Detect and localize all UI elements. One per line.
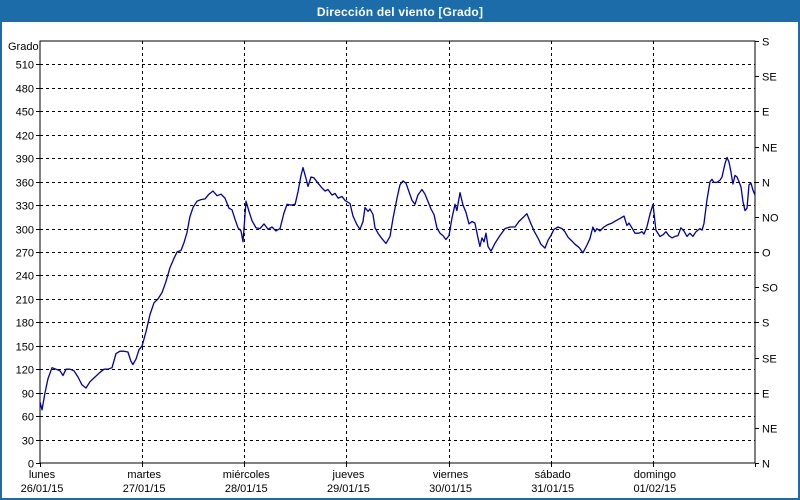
y-left-tick-label: 210 (16, 295, 34, 307)
y-axis-unit-label: Grado (8, 41, 39, 53)
y-left-tick-label: 90 (22, 389, 34, 401)
day-label: martes (127, 469, 161, 481)
compass-label: O (762, 248, 771, 260)
wind-direction-chart: 5104804504203903603303002702402101801501… (8, 37, 779, 496)
date-label: 26/01/15 (21, 483, 64, 495)
date-label: 28/01/15 (225, 483, 268, 495)
y-left-tick-label: 330 (16, 201, 34, 213)
plot-border (39, 40, 756, 464)
compass-label: E (762, 389, 769, 401)
day-label: domingo (634, 469, 676, 481)
y-left-tick-label: 150 (16, 342, 34, 354)
y-left-tick-label: 420 (16, 131, 34, 143)
compass-label: N (762, 459, 770, 471)
y-left-tick-label: 30 (22, 436, 34, 448)
compass-label: S (762, 37, 769, 49)
compass-label: N (762, 178, 770, 190)
y-left-tick-label: 360 (16, 178, 34, 190)
y-left-tick-label: 240 (16, 271, 34, 283)
y-left-tick-label: 120 (16, 365, 34, 377)
series-line (39, 156, 756, 411)
y-left-tick-label: 300 (16, 225, 34, 237)
day-label: sábado (535, 469, 571, 481)
compass-label: E (762, 107, 769, 119)
date-label: 29/01/15 (327, 483, 370, 495)
day-label: lunes (29, 469, 56, 481)
compass-label: NE (762, 143, 777, 155)
compass-label: NO (762, 213, 779, 225)
day-label: viernes (433, 469, 469, 481)
day-label: jueves (332, 469, 365, 481)
y-left-tick-label: 450 (16, 107, 34, 119)
y-left-tick-label: 270 (16, 248, 34, 260)
y-left-tick-label: 480 (16, 84, 34, 96)
day-label: miércoles (223, 469, 271, 481)
date-label: 30/01/15 (429, 483, 472, 495)
y-left-tick-label: 510 (16, 60, 34, 72)
date-label: 31/01/15 (531, 483, 574, 495)
y-left-tick-label: 180 (16, 318, 34, 330)
compass-label: NE (762, 424, 777, 436)
compass-label: S (762, 318, 769, 330)
date-label: 27/01/15 (123, 483, 166, 495)
y-left-tick-label: 60 (22, 412, 34, 424)
compass-label: SO (762, 283, 778, 295)
chart-title: Dirección del viento [Grado] (2, 2, 798, 22)
compass-label: SE (762, 354, 777, 366)
compass-label: SE (762, 72, 777, 84)
date-label: 01/02/15 (633, 483, 676, 495)
y-left-tick-label: 0 (28, 459, 34, 471)
y-left-tick-label: 390 (16, 154, 34, 166)
